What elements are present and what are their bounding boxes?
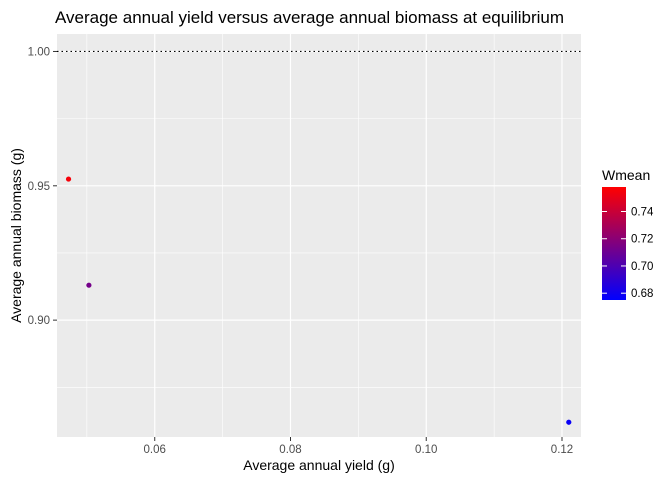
chart-title: Average annual yield versus average annu… xyxy=(55,8,564,27)
x-tick-label: 0.12 xyxy=(551,444,573,456)
colorbar xyxy=(602,187,626,300)
y-tick-label: 1.00 xyxy=(28,46,50,58)
x-axis-ticks: 0.06 0.08 0.10 0.12 xyxy=(144,437,573,456)
legend: Wmean 0.68 0.70 0.72 0.74 xyxy=(602,167,654,300)
y-axis-title: Average annual biomass (g) xyxy=(8,148,24,323)
minor-gridlines-x xyxy=(86,34,495,437)
x-tick-label: 0.10 xyxy=(415,444,437,456)
major-gridlines-x xyxy=(154,34,563,437)
data-point xyxy=(566,419,572,425)
y-axis-ticks: 0.90 0.95 1.00 xyxy=(28,46,57,327)
data-points xyxy=(65,176,572,425)
colorbar-tick-label: 0.68 xyxy=(631,288,653,300)
colorbar-tick-label: 0.70 xyxy=(631,261,653,273)
data-point xyxy=(65,176,72,182)
legend-title: Wmean xyxy=(602,167,650,183)
x-tick-label: 0.06 xyxy=(144,444,166,456)
x-axis-title: Average annual yield (g) xyxy=(243,457,395,473)
x-tick-label: 0.08 xyxy=(279,444,301,456)
minor-gridlines-y xyxy=(57,118,581,388)
data-point xyxy=(86,282,92,288)
plot-panel xyxy=(57,34,581,437)
y-tick-label: 0.95 xyxy=(28,181,50,193)
colorbar-tick-label: 0.74 xyxy=(631,207,654,219)
colorbar-tick-label: 0.72 xyxy=(631,234,653,246)
y-tick-label: 0.90 xyxy=(28,315,50,327)
colorbar-ticks: 0.68 0.70 0.72 0.74 xyxy=(602,207,654,300)
